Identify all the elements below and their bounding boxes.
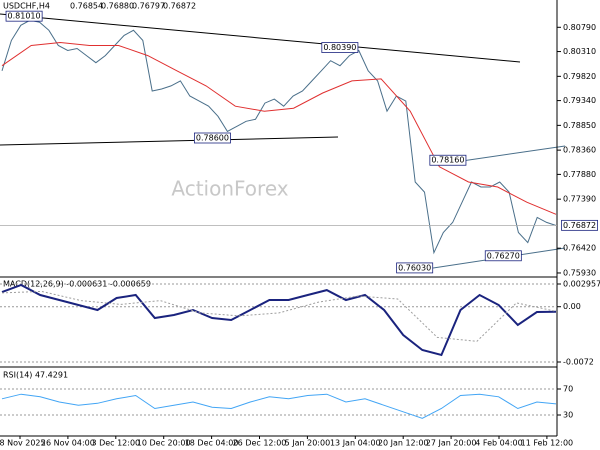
y-tick-label: -0.0072 bbox=[563, 358, 594, 367]
price-annotation: 0.78160 bbox=[431, 156, 464, 165]
y-tick-label: 0.78360 bbox=[563, 146, 596, 155]
x-tick-label: 18 Dec 04:00 bbox=[185, 439, 239, 448]
x-tick-label: 4 Feb 04:00 bbox=[475, 439, 522, 448]
ohlc-high: 0.76880 bbox=[101, 2, 134, 11]
watermark: ActionForex bbox=[171, 177, 288, 201]
y-tick-label: 0.002957 bbox=[563, 280, 600, 289]
y-tick-label: 70 bbox=[563, 385, 573, 394]
label-box bbox=[561, 219, 598, 231]
x-tick-label: 27 Jan 20:00 bbox=[426, 439, 477, 448]
series-line bbox=[1, 283, 557, 357]
x-tick-label: 13 Jan 04:00 bbox=[330, 439, 381, 448]
current-price-label: 0.76872 bbox=[563, 221, 596, 230]
series-line bbox=[1, 19, 557, 255]
rsi-title: RSI(14) 47.4291 bbox=[3, 371, 68, 380]
series-line bbox=[1, 290, 557, 342]
label-box bbox=[5, 10, 43, 22]
y-tick-label: 0.79820 bbox=[563, 72, 596, 81]
x-tick-label: 26 Dec 12:00 bbox=[233, 439, 287, 448]
label-box bbox=[193, 132, 231, 144]
series-line bbox=[1, 393, 557, 419]
ohlc-open: 0.76854 bbox=[70, 2, 103, 11]
y-tick-label: 0.76420 bbox=[563, 244, 596, 253]
ohlc-close: 0.76872 bbox=[163, 2, 196, 11]
trendline bbox=[0, 136, 339, 146]
x-tick-label: 11 Feb 12:00 bbox=[521, 439, 573, 448]
price-annotation: 0.76270 bbox=[487, 251, 520, 260]
series-line bbox=[1, 41, 557, 215]
y-tick-label: 0.77390 bbox=[563, 195, 596, 204]
symbol: USDCHF,H4 bbox=[3, 2, 50, 11]
ohlc-low: 0.76797 bbox=[132, 2, 165, 11]
x-tick-label: 5 Jan 20:00 bbox=[285, 439, 331, 448]
x-tick-label: 26 Nov 04:00 bbox=[41, 439, 95, 448]
price-annotation: 0.78600 bbox=[196, 134, 229, 143]
trendline bbox=[461, 145, 566, 162]
frame bbox=[0, 0, 558, 437]
y-tick-label: 0.00 bbox=[563, 302, 581, 311]
label-box bbox=[429, 154, 467, 166]
y-tick-label: 0.77880 bbox=[563, 170, 596, 179]
x-tick-label: 18 Nov 2025 bbox=[0, 439, 46, 448]
x-tick-label: 10 Dec 20:00 bbox=[137, 439, 191, 448]
y-tick-label: 0.78850 bbox=[563, 121, 596, 130]
label-box bbox=[396, 262, 434, 274]
y-tick-label: 30 bbox=[563, 411, 573, 420]
y-tick-label: 0.80790 bbox=[563, 23, 596, 32]
y-tick-label: 0.79340 bbox=[563, 96, 596, 105]
label-box bbox=[321, 42, 359, 53]
trendline bbox=[0, 13, 521, 63]
x-tick-label: 20 Jan 12:00 bbox=[378, 439, 429, 448]
x-tick-label: 3 Dec 12:00 bbox=[91, 439, 140, 448]
y-tick-label: 0.80310 bbox=[563, 47, 596, 56]
y-tick-label: 0.75930 bbox=[563, 268, 596, 277]
label-box bbox=[484, 250, 522, 262]
price-annotation: 0.80390 bbox=[323, 43, 356, 52]
price-annotation: 0.76030 bbox=[398, 263, 431, 272]
price-annotation: 0.81010 bbox=[8, 12, 41, 21]
